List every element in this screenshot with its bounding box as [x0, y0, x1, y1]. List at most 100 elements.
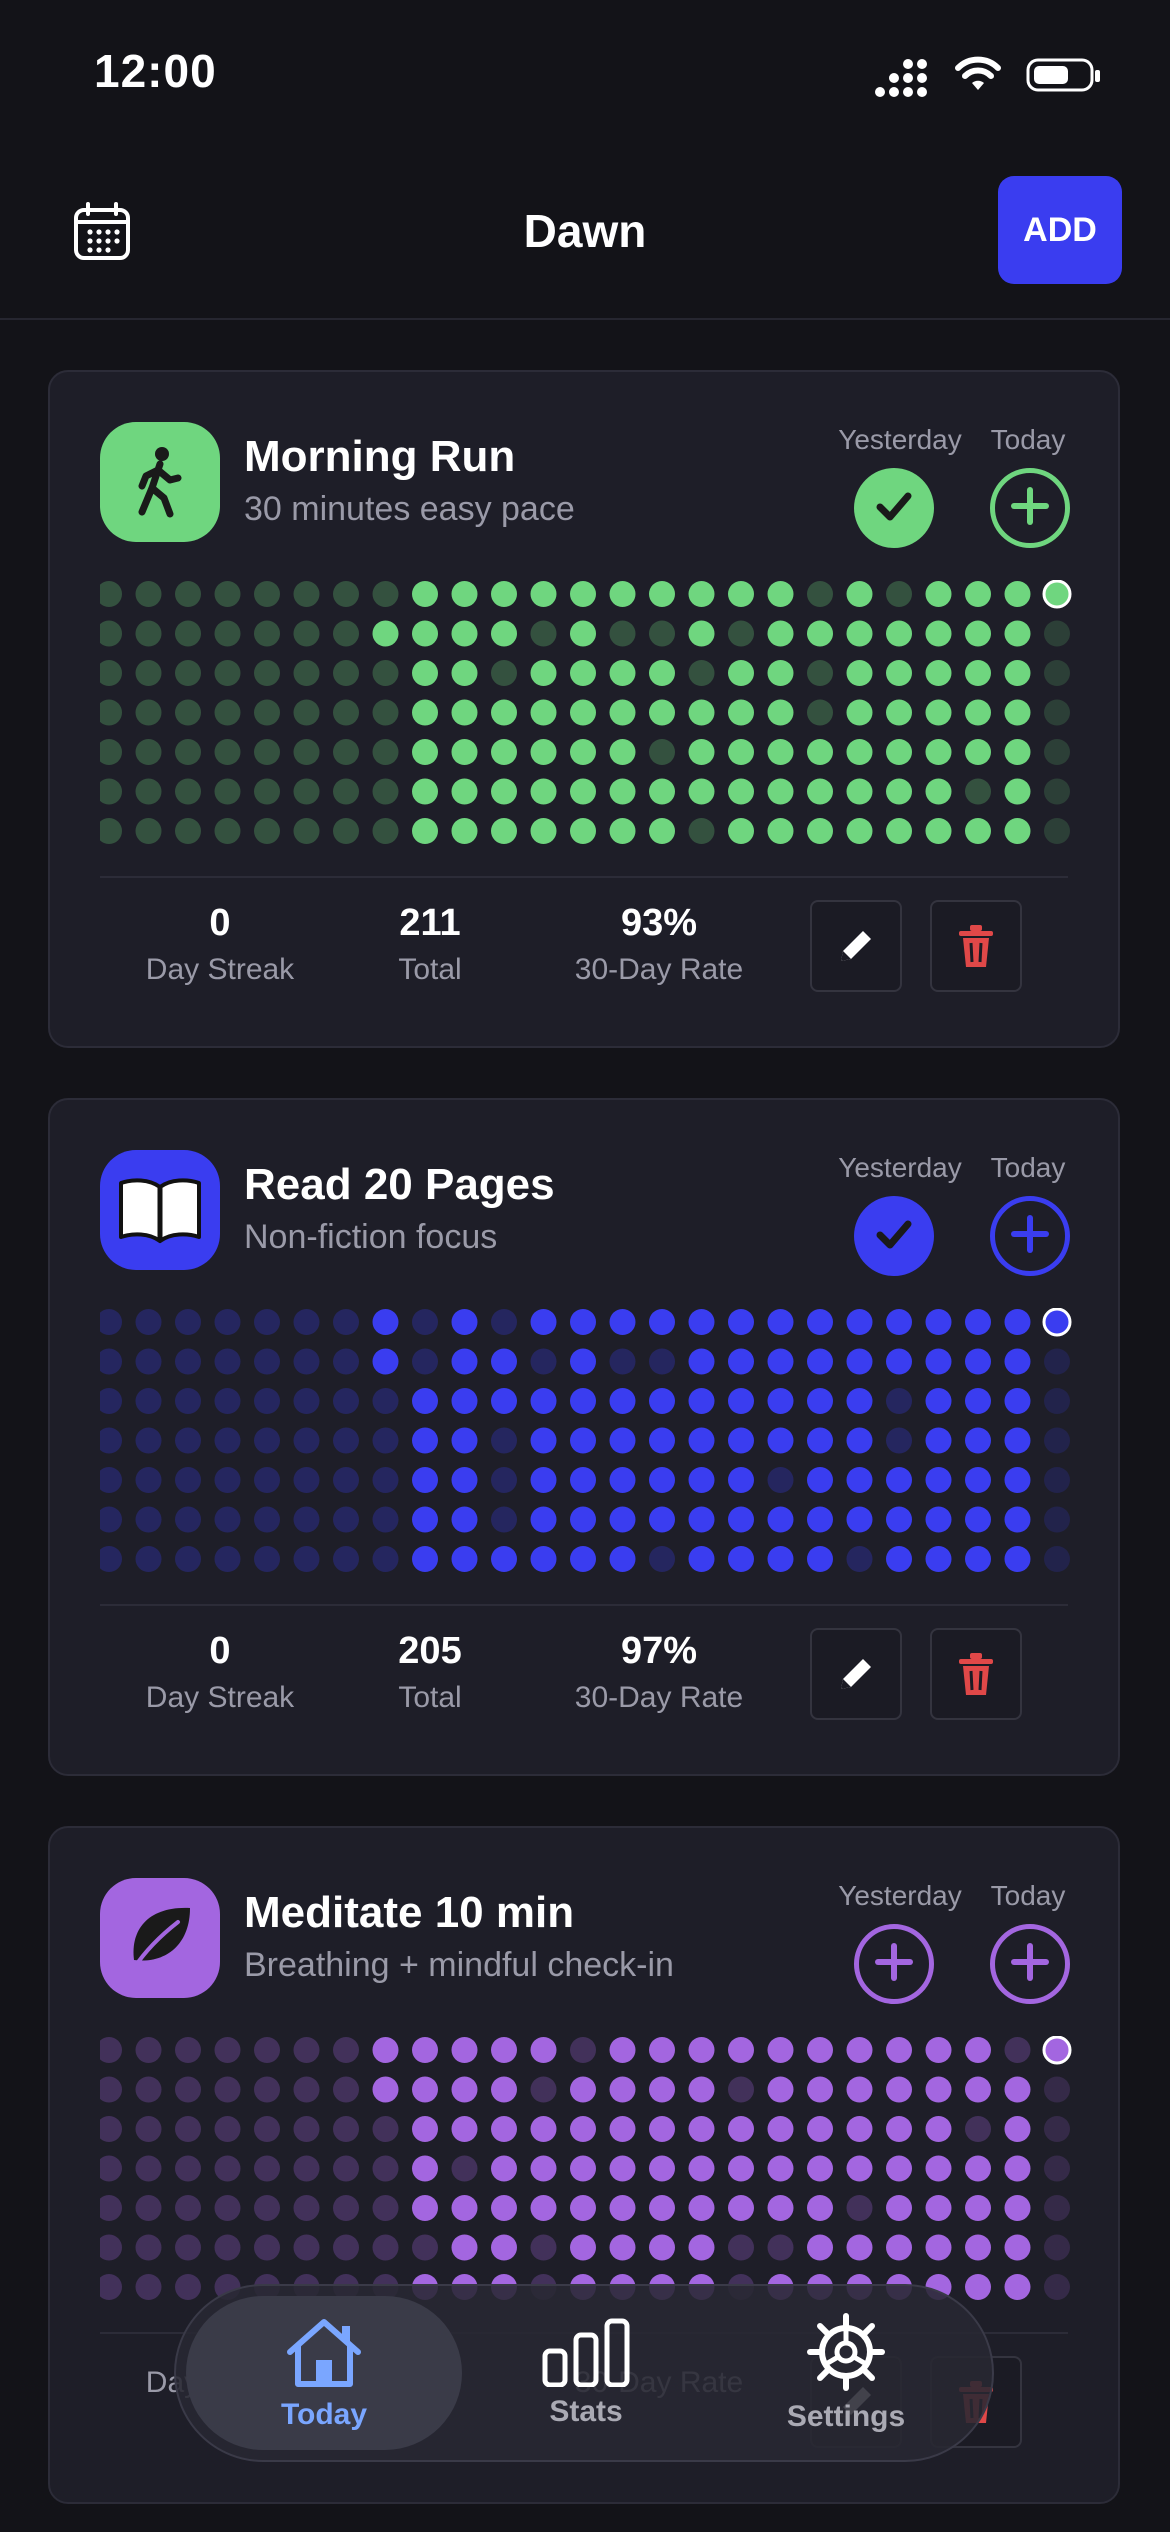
heatmap-day — [412, 660, 438, 686]
heatmap-day — [728, 2037, 754, 2063]
heatmap-day — [372, 1546, 399, 1572]
yesterday-toggle[interactable] — [854, 468, 934, 548]
heatmap-day — [451, 1427, 478, 1454]
edit-habit-button[interactable] — [810, 1628, 902, 1720]
heatmap-day — [688, 1467, 715, 1493]
heatmap-day — [530, 778, 557, 805]
heatmap-day — [175, 1309, 201, 1335]
heatmap-day — [846, 1467, 873, 1493]
heatmap-day — [925, 2155, 952, 2182]
heatmap-day — [728, 2195, 754, 2221]
stat-label: 30-Day Rate — [574, 1681, 744, 1714]
heatmap-day — [649, 1427, 675, 1454]
heatmap-day — [333, 1427, 359, 1454]
habit-subtitle: 30 minutes easy pace — [244, 490, 575, 528]
heatmap-day — [372, 660, 399, 686]
heatmap-day — [491, 2076, 517, 2103]
calendar-button[interactable] — [70, 200, 134, 264]
heatmap-day — [965, 1467, 991, 1493]
heatmap-day — [100, 1546, 122, 1572]
yesterday-toggle[interactable] — [854, 1924, 934, 2004]
heatmap-day — [1004, 1309, 1031, 1335]
heatmap-day — [372, 2116, 399, 2142]
heatmap-day — [293, 818, 320, 844]
tab-stats[interactable]: Stats — [466, 2286, 706, 2460]
heatmap-day — [925, 581, 952, 607]
heatmap-day — [333, 2076, 359, 2103]
heatmap-day — [728, 818, 754, 844]
heatmap-day — [649, 739, 675, 765]
heatmap-day — [254, 2155, 280, 2182]
delete-habit-button[interactable] — [930, 900, 1022, 992]
heatmap-day — [846, 1506, 873, 1533]
habit-card[interactable]: Read 20 Pages Non-fiction focus Yesterda… — [48, 1098, 1120, 1776]
heatmap-day — [688, 620, 715, 647]
heatmap-day — [807, 2076, 833, 2103]
heatmap-day — [100, 699, 122, 726]
heatmap-day — [728, 1546, 754, 1572]
heatmap-day — [688, 1348, 715, 1375]
heatmap-day — [491, 620, 517, 647]
heatmap-day — [688, 2155, 715, 2182]
heatmap-day — [491, 1427, 517, 1454]
heatmap-day — [135, 778, 162, 805]
heatmap-day — [100, 2076, 122, 2103]
heatmap-day — [293, 2037, 320, 2063]
heatmap-day — [570, 778, 596, 805]
yesterday-toggle[interactable] — [854, 1196, 934, 1276]
heatmap-day — [530, 2076, 557, 2103]
heatmap-day — [412, 1546, 438, 1572]
heatmap-day — [925, 2234, 952, 2261]
today-toggle[interactable] — [990, 1196, 1070, 1276]
heatmap-day — [254, 778, 280, 805]
heatmap-day — [293, 2195, 320, 2221]
heatmap-day — [649, 660, 675, 686]
heatmap-day — [570, 1506, 596, 1533]
today-toggle[interactable] — [990, 468, 1070, 548]
heatmap-day — [135, 1546, 162, 1572]
heatmap-day — [807, 1348, 833, 1375]
habit-name: Morning Run — [244, 432, 516, 481]
stat-label: Total — [398, 953, 462, 986]
delete-habit-button[interactable] — [930, 1628, 1022, 1720]
heatmap-day — [767, 699, 794, 726]
heatmap-day — [214, 1388, 241, 1414]
tab-today[interactable]: Today — [186, 2296, 462, 2450]
heatmap-day — [728, 1309, 754, 1335]
total-stat: 211 Total — [350, 902, 510, 987]
habit-heatmap — [100, 2036, 1072, 2300]
heatmap-day — [412, 1348, 438, 1375]
heatmap-day — [293, 778, 320, 805]
heatmap-day — [135, 581, 162, 607]
add-habit-button[interactable]: ADD — [998, 176, 1122, 284]
heatmap-day — [886, 660, 912, 686]
habit-card[interactable]: Morning Run 30 minutes easy pace Yesterd… — [48, 370, 1120, 1048]
yesterday-label: Yesterday — [838, 1152, 962, 1183]
today-toggle[interactable] — [990, 1924, 1070, 2004]
heatmap-day — [214, 2037, 241, 2063]
leaf-icon — [100, 1878, 220, 1998]
heatmap-day — [965, 778, 991, 805]
heatmap-day — [214, 2076, 241, 2103]
heatmap-day — [807, 818, 833, 844]
heatmap-day — [333, 778, 359, 805]
heatmap-day — [688, 2076, 715, 2103]
heatmap-day — [609, 1348, 636, 1375]
heatmap-day — [1044, 699, 1070, 726]
heatmap-day — [767, 620, 794, 647]
heatmap-day — [1044, 778, 1070, 805]
habit-heatmap — [100, 1308, 1072, 1572]
tab-settings[interactable]: Settings — [726, 2286, 966, 2460]
heatmap-day — [965, 1506, 991, 1533]
heatmap-day — [530, 2234, 557, 2261]
habit-subtitle: Breathing + mindful check-in — [244, 1946, 674, 1984]
heatmap-day — [100, 1506, 122, 1533]
heatmap-day — [965, 2037, 991, 2063]
heatmap-day — [491, 2155, 517, 2182]
heatmap-day — [807, 2195, 833, 2221]
heatmap-day — [767, 739, 794, 765]
heatmap-day — [412, 1427, 438, 1454]
heatmap-day — [609, 2234, 636, 2261]
heatmap-day — [254, 2195, 280, 2221]
edit-habit-button[interactable] — [810, 900, 902, 992]
